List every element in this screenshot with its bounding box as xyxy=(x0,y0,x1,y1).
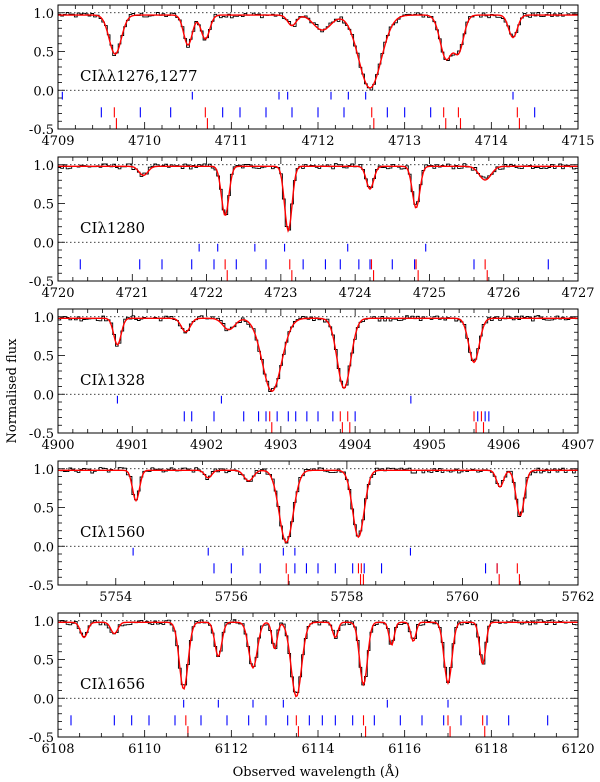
y-tick-label: -0.5 xyxy=(29,579,54,594)
x-tick-label: 5754 xyxy=(99,590,132,605)
x-tick-label: 4905 xyxy=(413,438,446,453)
y-tick-label: -0.5 xyxy=(29,427,54,442)
model-fit xyxy=(58,469,578,543)
x-tick-label: 4714 xyxy=(475,134,508,149)
y-tick-label: -0.5 xyxy=(29,731,54,746)
y-tick-label: 0.0 xyxy=(33,236,54,251)
data-layer xyxy=(58,619,578,737)
panel-label: CIλ1280 xyxy=(80,219,145,237)
panel-1: 4709 4710 4711 4712 4713 4714 4715 1.0 0.5 0.0 -0.… xyxy=(29,4,595,149)
panel-5: 6108 6110 6112 6114 6116 6118 6120 1.0 0.5 0.0 -0.… xyxy=(29,612,595,757)
x-tick-label: 4904 xyxy=(339,438,372,453)
y-tick-label: 0.0 xyxy=(33,84,54,99)
x-tick-label: 5756 xyxy=(215,590,248,605)
panel-label: CIλ1560 xyxy=(80,523,145,541)
x-tick-label: 6108 xyxy=(41,742,74,757)
x-tick-label: 4715 xyxy=(561,134,594,149)
x-tick-label: 4725 xyxy=(413,286,446,301)
x-tick-label: 5760 xyxy=(446,590,479,605)
x-tick-label: 4712 xyxy=(301,134,334,149)
y-tick-label: 0.5 xyxy=(33,350,54,365)
y-tick-label: 0.5 xyxy=(33,198,54,213)
x-tick-label: 4901 xyxy=(116,438,149,453)
panel-label: CIλ1328 xyxy=(80,371,145,389)
x-tick-label: 6118 xyxy=(475,742,508,757)
y-tick-label: 1.0 xyxy=(33,463,54,478)
x-tick-label: 5758 xyxy=(330,590,363,605)
model-fit xyxy=(58,621,578,698)
y-tick-label: 0.0 xyxy=(33,388,54,403)
x-tick-label: 4727 xyxy=(561,286,594,301)
x-tick-label: 6116 xyxy=(388,742,421,757)
x-tick-label: 6120 xyxy=(561,742,594,757)
data-layer xyxy=(58,163,578,281)
data-layer xyxy=(58,315,578,433)
x-tick-label: 4710 xyxy=(128,134,161,149)
model-fit xyxy=(58,317,578,392)
model-fit xyxy=(58,14,578,89)
y-tick-label: -0.5 xyxy=(29,123,54,138)
y-tick-label: 1.0 xyxy=(33,159,54,174)
y-axis-title: Normalised flux xyxy=(5,338,20,444)
x-tick-label: 4711 xyxy=(215,134,248,149)
y-tick-label: 0.5 xyxy=(33,46,54,61)
x-tick-label: 5762 xyxy=(561,590,594,605)
x-tick-label: 4720 xyxy=(41,286,74,301)
panels: 4709 4710 4711 4712 4713 4714 4715 1.0 0.5 0.0 -0.… xyxy=(29,4,595,757)
panel-3: 4900 4901 4902 4903 4904 4905 4906 4907 1.0 0.5 0.… xyxy=(29,308,595,453)
x-tick-label: 4902 xyxy=(190,438,223,453)
y-tick-label: 0.5 xyxy=(33,654,54,669)
x-tick-label: 6112 xyxy=(215,742,248,757)
x-tick-label: 4903 xyxy=(264,438,297,453)
panel-4: 5754 5756 5758 5760 5762 1.0 0.5 0.0 -0.5 CIλ1560 xyxy=(29,460,595,605)
x-tick-label: 4906 xyxy=(487,438,520,453)
x-tick-label: 4713 xyxy=(388,134,421,149)
x-tick-label: 6114 xyxy=(301,742,334,757)
x-tick-label: 4723 xyxy=(264,286,297,301)
x-tick-label: 4709 xyxy=(41,134,74,149)
data-layer xyxy=(58,467,578,585)
x-tick-label: 4900 xyxy=(41,438,74,453)
data-layer xyxy=(58,11,578,129)
x-tick-label: 4722 xyxy=(190,286,223,301)
y-tick-label: -0.5 xyxy=(29,275,54,290)
y-tick-label: 1.0 xyxy=(33,615,54,630)
panel-label: CIλ1656 xyxy=(80,675,145,693)
panel-label: CIλλ1276,1277 xyxy=(80,67,198,85)
panel-2: 4720 4721 4722 4723 4724 4725 4726 4727 1.0 0.5 0.… xyxy=(29,156,595,301)
x-tick-label: 6110 xyxy=(128,742,161,757)
y-tick-label: 1.0 xyxy=(33,311,54,326)
x-tick-label: 4907 xyxy=(561,438,594,453)
x-tick-label: 4721 xyxy=(116,286,149,301)
x-tick-label: 4724 xyxy=(339,286,372,301)
y-tick-label: 1.0 xyxy=(33,7,54,22)
x-tick-label: 4726 xyxy=(487,286,520,301)
model-fit xyxy=(58,165,578,233)
y-tick-label: 0.0 xyxy=(33,692,54,707)
x-axis-title: Observed wavelength (Å) xyxy=(233,764,400,780)
y-tick-label: 0.5 xyxy=(33,502,54,517)
y-tick-label: 0.0 xyxy=(33,540,54,555)
